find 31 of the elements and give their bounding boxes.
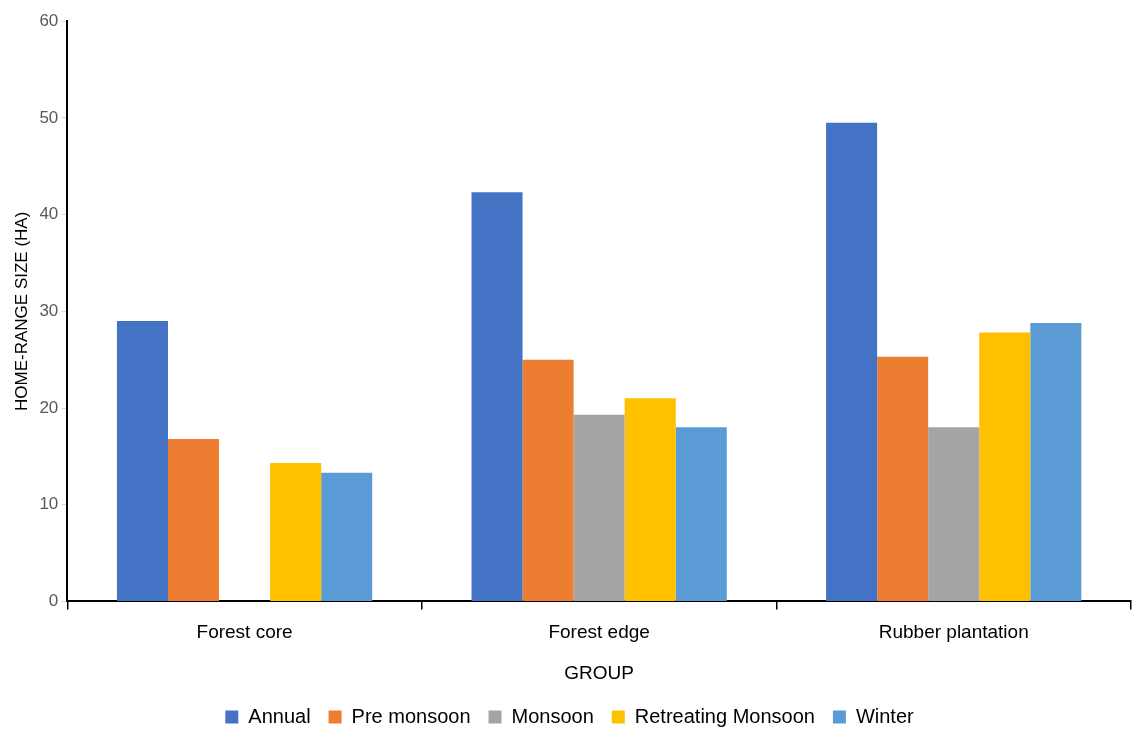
y-tick-label: 50 xyxy=(39,107,59,127)
y-tick-label: 10 xyxy=(39,494,59,514)
bar xyxy=(522,359,574,601)
bar xyxy=(116,320,169,601)
y-tick-label: 60 xyxy=(39,10,59,30)
x-tick-label: Rubber plantation xyxy=(878,621,1029,643)
y-axis-title: HOME-RANGE SIZE (HA) xyxy=(11,211,31,411)
y-tick-label: 20 xyxy=(39,397,59,417)
bar xyxy=(1030,322,1082,601)
bar xyxy=(928,427,980,601)
bar xyxy=(826,122,878,601)
legend-label: Pre monsoon xyxy=(351,704,471,727)
bar xyxy=(877,356,929,601)
bar xyxy=(471,192,523,601)
y-tick-label: 0 xyxy=(48,591,59,611)
legend-label: Annual xyxy=(248,704,311,727)
y-tick-label: 40 xyxy=(39,204,59,224)
legend-label: Monsoon xyxy=(511,704,594,727)
legend-label: Retreating Monsoon xyxy=(634,704,815,727)
bar xyxy=(624,398,676,601)
legend-label: Winter xyxy=(855,704,915,727)
x-axis-title: GROUP xyxy=(564,661,634,683)
bar xyxy=(573,414,625,601)
bar xyxy=(168,438,220,601)
bar xyxy=(321,472,373,601)
x-tick-label: Forest edge xyxy=(548,621,650,643)
y-tick-label: 30 xyxy=(39,300,59,320)
bar xyxy=(270,463,322,601)
bar xyxy=(979,332,1031,601)
bar xyxy=(675,427,727,601)
x-tick-label: Forest core xyxy=(196,621,293,643)
